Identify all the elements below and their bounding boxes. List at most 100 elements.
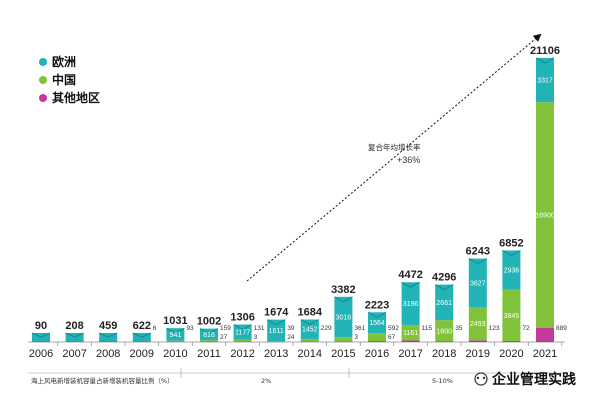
chart-legend: 欧洲 中国 其他地区 xyxy=(39,54,100,105)
bar-china-2014 xyxy=(300,338,319,342)
bar-china-2012 xyxy=(233,339,252,342)
bar-total-label-2015: 3382 xyxy=(331,284,355,296)
x-tick-label-2016: 2016 xyxy=(365,348,389,360)
footer-period-2: 5-10% xyxy=(432,377,453,385)
bar-side-label-2011-1: 27 xyxy=(220,334,228,341)
bar-total-label-2009: 622 xyxy=(133,320,151,332)
bar-side-label-2021-0: 889 xyxy=(556,325,567,332)
legend-item-china: 中国 xyxy=(39,72,76,87)
bar-chevron-2010 xyxy=(166,327,185,334)
bar-side-label-2019-0: 123 xyxy=(489,325,500,332)
x-tick-label-2009: 2009 xyxy=(130,348,154,360)
bar-other-2021 xyxy=(536,328,554,342)
bar-side-label-2017-0: 115 xyxy=(422,325,433,332)
x-tick-label-2012: 2012 xyxy=(230,348,254,360)
bar-europe-2016 xyxy=(368,312,386,334)
bar-chevron-2013 xyxy=(266,319,286,326)
bar-europe-2010 xyxy=(166,328,185,341)
x-tick-label-2018: 2018 xyxy=(432,348,456,360)
bar-side-label-2012-0: 131 xyxy=(254,325,265,332)
bar-china-2018 xyxy=(435,320,454,342)
bar-china-2020 xyxy=(502,289,521,342)
bar-europe-label-2011: 816 xyxy=(203,332,215,339)
bar-europe-2015 xyxy=(334,296,353,338)
x-tick-label-2008: 2008 xyxy=(96,348,120,360)
bar-china-2016 xyxy=(368,333,386,342)
bar-europe-label-2018: 2661 xyxy=(436,300,452,307)
bar-side-label-2011-0: 159 xyxy=(220,325,231,332)
bar-total-label-2017: 4472 xyxy=(398,269,422,281)
bar-total-label-2019: 6243 xyxy=(466,246,490,258)
legend-item-europe: 欧洲 xyxy=(39,54,76,69)
bar-europe-label-2019: 3627 xyxy=(470,280,486,287)
x-tick-label-2006: 2006 xyxy=(29,348,53,360)
bar-side-label-2015-1: 3 xyxy=(354,334,358,341)
bar-europe-label-2020: 2936 xyxy=(504,268,520,275)
bar-chevron-2009 xyxy=(132,332,152,338)
growth-value: +36% xyxy=(397,155,420,165)
bar-side-label-2018-0: 35 xyxy=(455,325,463,332)
bar-europe-2018 xyxy=(435,284,454,321)
bar-other-2020 xyxy=(502,341,521,342)
bar-europe-label-2015: 3018 xyxy=(336,314,352,321)
x-tick-label-2017: 2017 xyxy=(398,348,422,360)
bar-other-2016 xyxy=(368,341,386,342)
bar-side-label-2014-0: 229 xyxy=(321,325,332,332)
bar-total-label-2013: 1674 xyxy=(264,307,289,319)
watermark-icon-inner-2 xyxy=(482,376,486,380)
watermark-icon-inner xyxy=(476,376,480,380)
bar-europe-label-2014: 1452 xyxy=(302,327,318,334)
bar-chevron-2007 xyxy=(65,332,84,338)
legend-label-other: 其他地区 xyxy=(52,90,100,105)
bar-chevron-2012 xyxy=(233,324,252,331)
bar-other-2019 xyxy=(468,340,487,342)
bar-chevron-2015 xyxy=(334,296,353,303)
bar-europe-2020 xyxy=(502,250,521,290)
x-tick-label-2019: 2019 xyxy=(466,348,490,360)
bar-side-label-2020-0: 72 xyxy=(522,325,530,332)
bar-side-label-2012-1: 3 xyxy=(254,334,258,341)
x-tick-label-2014: 2014 xyxy=(298,348,322,360)
legend-swatch-china xyxy=(39,76,47,84)
bar-total-label-2007: 208 xyxy=(65,320,83,332)
bar-europe-2019 xyxy=(468,258,487,308)
bar-china-2019 xyxy=(468,307,487,341)
bar-china-label-2018: 1600 xyxy=(436,328,452,335)
bar-europe-2013 xyxy=(267,319,286,342)
bar-china-label-2020: 3845 xyxy=(504,313,520,320)
bar-china-label-2017: 1161 xyxy=(403,330,418,337)
bar-total-label-2016: 2223 xyxy=(365,299,389,311)
x-axis-ticks: 2006 2007 2008 2009 2010 2011 2012 2013 2014 2015… xyxy=(29,342,563,360)
bar-china-2013 xyxy=(267,341,286,342)
bar-total-label-2014: 1684 xyxy=(298,306,323,318)
watermark-text: 企业管理实践 xyxy=(491,371,576,388)
footer-note: 海上风电新增装机容量占新增装机容量比例（%） xyxy=(31,376,174,385)
legend-swatch-europe xyxy=(39,58,47,66)
bar-europe-2012 xyxy=(233,324,252,340)
x-tick-label-2010: 2010 xyxy=(163,348,187,360)
bar-chevron-2019 xyxy=(468,258,488,265)
bar-total-label-2012: 1306 xyxy=(230,312,254,324)
bar-china-2021 xyxy=(536,102,554,329)
bar-chevron-2018 xyxy=(434,284,454,291)
bar-side-label-2009-0: 6 xyxy=(153,325,157,332)
bar-europe-label-2017: 3196 xyxy=(403,301,419,308)
legend-label-europe: 欧洲 xyxy=(52,54,76,69)
bar-side-label-2015-0: 361 xyxy=(354,325,365,332)
growth-label: 复合年均增长率 xyxy=(368,142,421,152)
bar-china-2015 xyxy=(334,337,353,342)
bar-other-2017 xyxy=(401,340,420,342)
legend-item-other: 其他地区 xyxy=(39,90,100,105)
bar-europe-2021 xyxy=(536,57,554,103)
bar-china-2017 xyxy=(401,324,420,341)
bar-chevron-2006 xyxy=(31,332,51,338)
bar-europe-label-2012: 1177 xyxy=(235,330,250,337)
bar-side-label-2010-0: 93 xyxy=(186,325,194,332)
bar-europe-2014 xyxy=(300,319,319,339)
bar-chevron-2011 xyxy=(199,328,219,335)
footer-periods: 海上风电新增装机容量占新增装机容量比例（%） 2% 5-10% xyxy=(28,368,565,385)
bar-chevron-2014 xyxy=(300,319,320,326)
growth-arrow xyxy=(246,33,542,282)
